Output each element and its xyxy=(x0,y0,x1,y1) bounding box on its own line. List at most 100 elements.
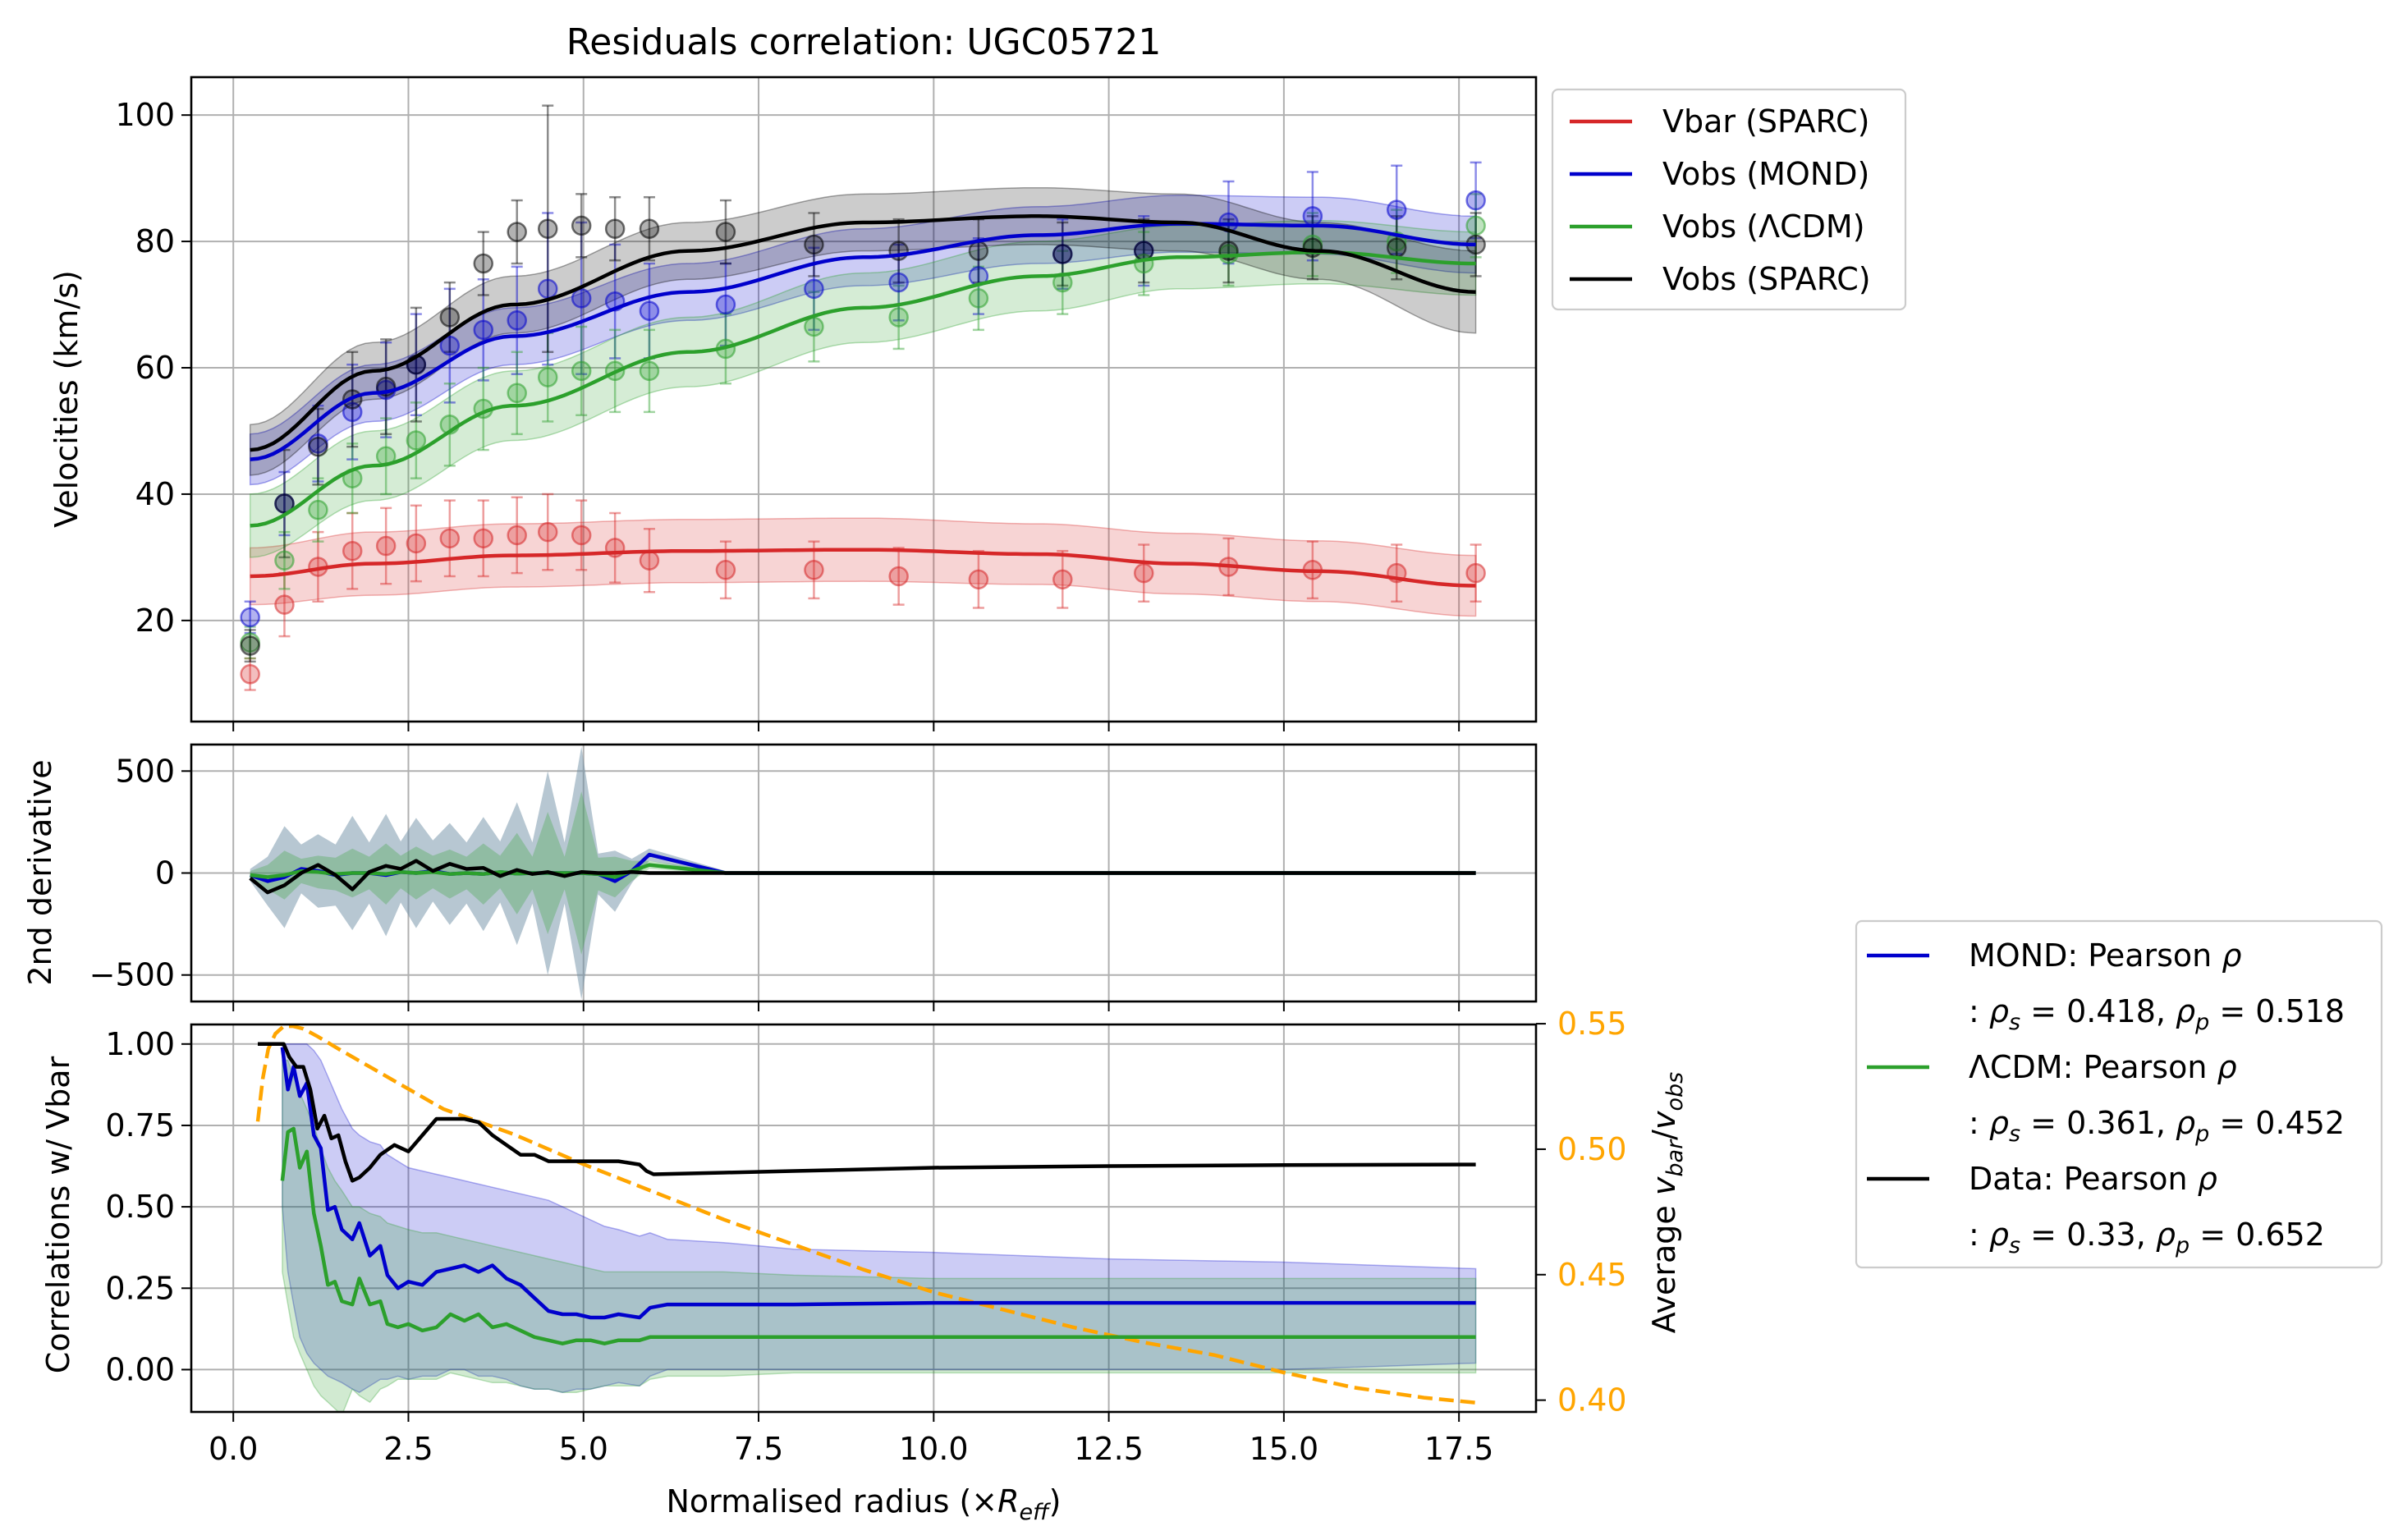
right-y-tick-label: 0.50 xyxy=(1557,1131,1627,1167)
velocities-legend-frame xyxy=(1551,88,1907,311)
y-tick-label: 100 xyxy=(115,97,175,133)
y-tick-label: 1.00 xyxy=(105,1026,175,1062)
vobs-sparc-curve xyxy=(250,214,1476,452)
correlation-legend-frame xyxy=(1855,919,2383,1269)
vobs-lambdacdm-point xyxy=(1465,215,1486,236)
y-tick-label: 0.25 xyxy=(105,1270,175,1306)
vbar-sparc-point xyxy=(1134,562,1154,584)
vbar-sparc-point xyxy=(406,533,427,554)
y-tick-label: 500 xyxy=(115,753,175,789)
y-tick-label: 60 xyxy=(135,350,175,386)
vbar-sparc-point xyxy=(342,540,363,561)
velocities-ylabel: Velocities (km/s) xyxy=(48,270,85,528)
velocities-legend: Vbar (SPARC) Vobs (MOND) Vobs (ΛCDM) Vobs (… xyxy=(1551,88,1907,311)
vbar-sparc-point xyxy=(968,569,989,590)
x-tick-label: 10.0 xyxy=(899,1431,969,1467)
right-y-tick-label: 0.45 xyxy=(1557,1257,1627,1293)
vobs-lambdacdm-point xyxy=(804,316,824,337)
vobs-lambdacdm-point xyxy=(888,307,909,328)
vobs-sparc-point xyxy=(308,436,328,457)
second-derivative-panel: −500 0 500 2nd derivative xyxy=(22,743,1538,1011)
vbar-sparc-point xyxy=(439,528,461,549)
x-tick-label: 12.5 xyxy=(1074,1431,1144,1467)
vobs-mond-point xyxy=(1302,206,1323,227)
vobs-sparc-point xyxy=(639,218,660,239)
y-tick-label: 0 xyxy=(155,855,175,891)
vobs-sparc-point xyxy=(804,234,824,255)
vobs-lambdacdm-point xyxy=(406,430,427,451)
y-tick-label: 0.75 xyxy=(105,1107,175,1144)
vobs-lambdacdm-point xyxy=(537,367,558,387)
vobs-sparc-point xyxy=(715,222,736,242)
x-tick-label: 7.5 xyxy=(734,1431,783,1467)
vobs-lambdacdm-legend-label: Vobs (ΛCDM) xyxy=(1662,209,1865,245)
vobs-mond-point xyxy=(639,300,660,322)
vbar-sparc-band xyxy=(249,517,1477,617)
vobs-lambdacdm-curve xyxy=(250,250,1476,528)
vobs-lambdacdm-point xyxy=(274,550,295,571)
correlations-ylabel: Correlations w/ Vbar xyxy=(40,1056,76,1373)
vobs-mond-point xyxy=(715,294,736,315)
vobs-mond-point xyxy=(473,319,494,341)
vobs-sparc-point xyxy=(1134,241,1154,261)
y-tick-label: 0.50 xyxy=(105,1189,175,1225)
vobs-sparc-point xyxy=(274,493,295,514)
velocities-axes-frame xyxy=(190,76,1538,723)
vobs-sparc-point xyxy=(604,218,626,239)
vobs-mond-point xyxy=(537,278,558,300)
average-ratio-line xyxy=(255,1024,1476,1405)
vobs-mond-legend-label: Vobs (MOND) xyxy=(1662,156,1869,192)
vobs-mond-point xyxy=(804,278,824,300)
vobs-mond-point xyxy=(507,310,527,331)
vobs-lambdacdm-point xyxy=(308,499,328,520)
vobs-sparc-point xyxy=(968,241,989,261)
lambdacdm-correlation-band xyxy=(282,1059,1477,1412)
vobs-mond-point xyxy=(571,288,592,309)
x-axis-label: Normalised radius (×Reff) xyxy=(667,1483,1062,1525)
vobs-sparc-point xyxy=(439,307,461,328)
vobs-mond-point xyxy=(888,272,909,293)
vobs-mond-point xyxy=(240,607,260,628)
x-tick-label: 0.0 xyxy=(209,1431,258,1467)
y-tick-label: 20 xyxy=(135,603,175,639)
vobs-sparc-legend-label: Vobs (SPARC) xyxy=(1662,261,1871,297)
vbar-sparc-point xyxy=(639,550,660,571)
vobs-lambdacdm-point xyxy=(507,383,527,404)
vbar-sparc-legend-label: Vbar (SPARC) xyxy=(1662,103,1869,140)
mond-pearson-legend-label: MOND: Pearson ρ xyxy=(1969,937,2241,974)
y-tick-label: −500 xyxy=(89,957,175,993)
vobs-sparc-point xyxy=(537,218,558,239)
vobs-sparc-point xyxy=(507,222,527,242)
chart-title: Residuals correlation: UGC05721 xyxy=(566,21,1162,63)
vbar-sparc-point xyxy=(274,594,295,615)
vobs-mond-point xyxy=(439,335,461,356)
data-pearson-legend-stats: : ρs = 0.33, ρp = 0.652 xyxy=(1969,1217,2325,1258)
mond-correlation-line xyxy=(280,1047,1476,1320)
correlations-axes-frame xyxy=(190,1023,1538,1414)
x-tick-label: 17.5 xyxy=(1424,1431,1494,1467)
correlations-panel: 0.0 2.5 5.0 7.5 10.0 12.5 15.0 17.5 0.00 0.25 0.50… xyxy=(40,1006,1688,1467)
y-tick-label: 80 xyxy=(135,223,175,259)
data-pearson-legend-label: Data: Pearson ρ xyxy=(1969,1161,2217,1197)
vobs-sparc-point xyxy=(240,635,260,656)
mond-pearson-legend-stats: : ρs = 0.418, ρp = 0.518 xyxy=(1969,993,2345,1035)
vobs-sparc-point xyxy=(571,215,592,236)
vobs-mond-point xyxy=(1386,199,1407,220)
velocities-panel: 20 40 60 80 100 Velocities (km/s) xyxy=(48,76,1538,731)
vbar-sparc-point xyxy=(375,535,397,557)
vobs-lambdacdm-point xyxy=(571,360,592,382)
vbar-sparc-point xyxy=(240,664,260,685)
vbar-sparc-point xyxy=(571,525,592,546)
lambdacdm-pearson-legend-label: ΛCDM: Pearson ρ xyxy=(1969,1049,2237,1085)
vbar-sparc-point xyxy=(537,521,558,543)
correlation-legend: MOND: Pearson ρ : ρs = 0.418, ρp = 0.518 Λ… xyxy=(1855,919,2383,1269)
y-tick-label: 40 xyxy=(135,476,175,512)
lambdacdm-correlation-line xyxy=(280,1126,1476,1345)
vobs-sparc-point xyxy=(473,253,494,274)
x-tick-label: 5.0 xyxy=(559,1431,608,1467)
lambdacdm-pearson-legend-stats: : ρs = 0.361, ρp = 0.452 xyxy=(1969,1105,2345,1147)
vbar-sparc-point xyxy=(715,560,736,580)
vobs-lambdacdm-point xyxy=(639,360,660,382)
